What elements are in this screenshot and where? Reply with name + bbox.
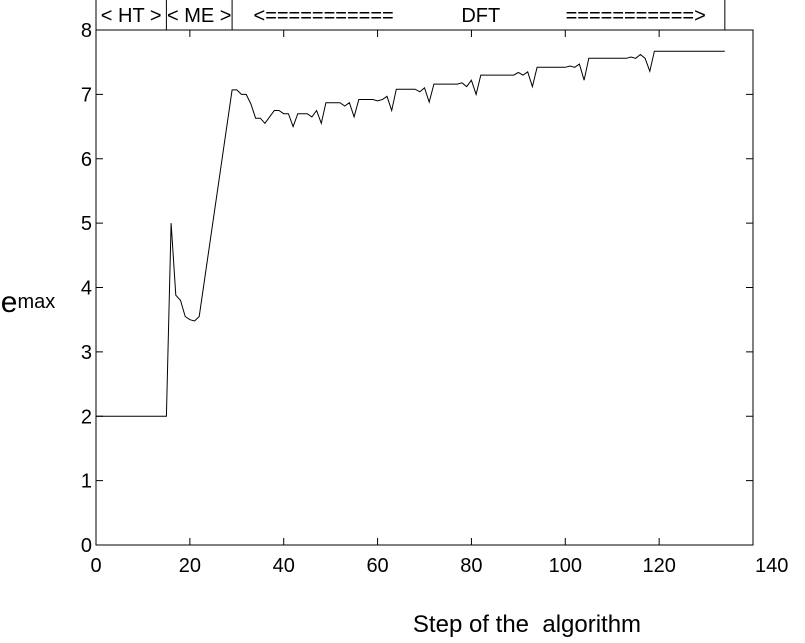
y-axis-title-sub: max: [17, 291, 55, 313]
phase-annotations: < HT > < ME > <=========== DFT ===========>: [95, 0, 726, 30]
plot-frame: [95, 29, 754, 546]
y-tick-label: 2: [81, 406, 92, 428]
phase-label: DFT: [461, 5, 500, 27]
x-tick-label: 60: [366, 555, 388, 577]
y-tick-label: 5: [81, 213, 92, 235]
series-line: [96, 50, 725, 417]
phase-label: <===========: [254, 5, 394, 27]
y-tick-label: 8: [81, 20, 92, 42]
y-tick-label: 4: [81, 278, 92, 300]
x-tick-label: 20: [179, 555, 201, 577]
y-axis-ticks: 0 1 2 3 4 5 6 7 8: [81, 20, 753, 557]
y-axis-title-main: e: [1, 286, 18, 319]
x-axis-ticks: 0 20 40 60 80 100 120 140: [90, 30, 788, 577]
x-tick-label: 100: [549, 555, 582, 577]
y-tick-label: 7: [81, 84, 92, 106]
x-tick-label: 0: [90, 555, 101, 577]
phase-label: < ME >: [167, 5, 231, 27]
x-tick-label: 140: [755, 555, 788, 577]
y-tick-label: 1: [81, 471, 92, 493]
x-axis-title: Step of the algorithm: [413, 611, 641, 638]
x-tick-label: 80: [460, 555, 482, 577]
y-tick-label: 6: [81, 149, 92, 171]
y-tick-label: 3: [81, 342, 92, 364]
x-tick-label: 40: [273, 555, 295, 577]
phase-label: ===========>: [566, 5, 706, 27]
x-tick-label: 120: [642, 555, 675, 577]
phase-label: < HT >: [101, 5, 162, 27]
y-axis-title: emax: [1, 286, 55, 319]
y-tick-label: 0: [81, 535, 92, 557]
